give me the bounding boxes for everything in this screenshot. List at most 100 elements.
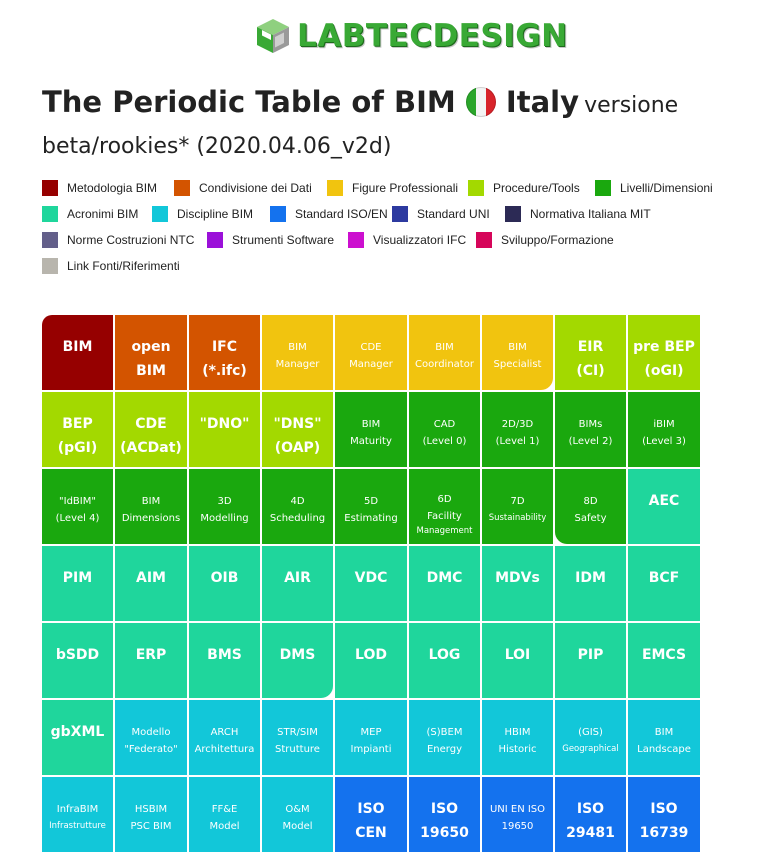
element-cell[interactable]: ISO 19650 — [409, 777, 480, 852]
element-cell[interactable]: EIR (CI) — [555, 315, 626, 390]
cell-line-1: BIM — [62, 339, 93, 355]
element-cell[interactable]: ISO 16739 — [628, 777, 700, 852]
cell-line-2: Safety — [574, 513, 607, 524]
element-cell[interactable]: HBIM Historic — [482, 700, 553, 775]
element-cell[interactable]: UNI EN ISO 19650 — [482, 777, 553, 852]
cell-line-1: CDE — [135, 416, 167, 432]
element-cell[interactable]: VDC — [335, 546, 407, 621]
legend-label: Acronimi BIM — [67, 207, 139, 221]
element-cell[interactable]: "IdBIM" (Level 4) — [42, 469, 113, 544]
element-cell[interactable]: 4D Scheduling — [262, 469, 333, 544]
cell-line-1: (GIS) — [578, 727, 603, 738]
element-cell[interactable]: ERP — [115, 623, 187, 698]
element-cell[interactable]: BIM Maturity — [335, 392, 407, 467]
element-cell[interactable]: BIM Manager — [262, 315, 333, 390]
element-cell[interactable]: OIB — [189, 546, 260, 621]
element-cell[interactable]: LOG — [409, 623, 480, 698]
element-cell[interactable]: gbXML — [42, 700, 113, 775]
element-cell[interactable]: BIM — [42, 315, 113, 390]
element-cell[interactable]: 8D Safety — [555, 469, 626, 544]
element-cell[interactable]: IFC (*.ifc) — [189, 315, 260, 390]
element-cell[interactable]: BIM Landscape — [628, 700, 700, 775]
element-cell[interactable]: ARCH Architettura — [189, 700, 260, 775]
legend-item: Procedure/Tools — [468, 180, 580, 196]
element-cell[interactable]: BIM Dimensions — [115, 469, 187, 544]
legend-swatch — [327, 180, 343, 196]
element-cell[interactable]: LOD — [335, 623, 407, 698]
legend-swatch — [42, 258, 58, 274]
element-cell[interactable]: "DNO" — [189, 392, 260, 467]
element-cell[interactable]: DMS — [262, 623, 333, 698]
cell-line-1: LOG — [428, 647, 461, 663]
cell-line-1: InfraBIM — [56, 804, 99, 815]
element-cell[interactable]: "DNS" (OAP) — [262, 392, 333, 467]
element-cell[interactable]: AIR — [262, 546, 333, 621]
element-cell[interactable]: 5D Estimating — [335, 469, 407, 544]
element-cell[interactable]: MDVs — [482, 546, 553, 621]
element-cell[interactable]: (S)BEM Energy — [409, 700, 480, 775]
cell-line-1: IDM — [575, 570, 606, 586]
cell-line-2: "Federato" — [124, 744, 178, 755]
legend-item: Livelli/Dimensioni — [595, 180, 713, 196]
legend-item: Standard UNI — [392, 206, 490, 222]
legend-swatch — [152, 206, 168, 222]
legend-swatch — [42, 232, 58, 248]
legend-swatch — [476, 232, 492, 248]
element-cell[interactable]: BIMs (Level 2) — [555, 392, 626, 467]
element-cell[interactable]: O&M Model — [262, 777, 333, 852]
cell-line-1: "DNO" — [199, 416, 250, 432]
element-cell[interactable]: open BIM — [115, 315, 187, 390]
element-cell[interactable]: CDE (ACDat) — [115, 392, 187, 467]
legend-item: Link Fonti/Riferimenti — [42, 258, 180, 274]
element-cell[interactable]: LOI — [482, 623, 553, 698]
element-cell[interactable]: EMCS — [628, 623, 700, 698]
cell-line-1: BIM — [288, 342, 307, 353]
element-cell[interactable]: 6D Facility Management — [409, 469, 480, 544]
element-cell[interactable]: BIM Specialist — [482, 315, 553, 390]
element-cell[interactable]: BMS — [189, 623, 260, 698]
element-cell[interactable]: ISO CEN — [335, 777, 407, 852]
element-cell[interactable]: BIM Coordinator — [409, 315, 480, 390]
element-cell[interactable]: IDM — [555, 546, 626, 621]
cell-line-2: (Level 2) — [568, 436, 613, 447]
element-cell[interactable]: InfraBIM Infrastrutture — [42, 777, 113, 852]
legend-label: Metodologia BIM — [67, 181, 158, 195]
legend-item: Norme Costruzioni NTC — [42, 232, 194, 248]
element-cell[interactable]: CDE Manager — [335, 315, 407, 390]
element-cell[interactable]: 2D/3D (Level 1) — [482, 392, 553, 467]
legend-swatch — [174, 180, 190, 196]
element-cell[interactable]: FF&E Model — [189, 777, 260, 852]
element-cell[interactable]: PIM — [42, 546, 113, 621]
element-cell[interactable]: STR/SIM Strutture — [262, 700, 333, 775]
cell-line-2: Coordinator — [415, 359, 474, 370]
element-cell[interactable]: (GIS) Geographical — [555, 700, 626, 775]
cell-line-1: EIR — [577, 339, 604, 355]
cell-line-1: BCF — [648, 570, 680, 586]
element-cell[interactable]: PIP — [555, 623, 626, 698]
legend-item: Condivisione dei Dati — [174, 180, 312, 196]
cell-line-2: 16739 — [639, 825, 689, 841]
element-cell[interactable]: CAD (Level 0) — [409, 392, 480, 467]
cell-line-2: Infrastrutture — [49, 821, 106, 831]
element-cell[interactable]: iBIM (Level 3) — [628, 392, 700, 467]
element-cell[interactable]: DMC — [409, 546, 480, 621]
element-cell[interactable]: AIM — [115, 546, 187, 621]
element-cell[interactable]: MEP Impianti — [335, 700, 407, 775]
element-cell[interactable]: AEC — [628, 469, 700, 544]
legend-label: Figure Professionali — [352, 181, 459, 195]
cube-icon — [257, 19, 289, 53]
legend-swatch — [595, 180, 611, 196]
legend-swatch — [468, 180, 484, 196]
legend-item: Visualizzatori IFC — [348, 232, 466, 248]
element-cell[interactable]: BCF — [628, 546, 700, 621]
element-cell[interactable]: 3D Modelling — [189, 469, 260, 544]
legend-swatch — [270, 206, 286, 222]
element-cell[interactable]: HSBIM PSC BIM — [115, 777, 187, 852]
element-cell[interactable]: 7D Sustainability — [482, 469, 553, 544]
logo: LABTECDESIGN — [253, 12, 568, 60]
element-cell[interactable]: BEP (pGI) — [42, 392, 113, 467]
element-cell[interactable]: bSDD — [42, 623, 113, 698]
element-cell[interactable]: pre BEP (oGI) — [628, 315, 700, 390]
element-cell[interactable]: Modello "Federato" — [115, 700, 187, 775]
element-cell[interactable]: ISO 29481 — [555, 777, 626, 852]
